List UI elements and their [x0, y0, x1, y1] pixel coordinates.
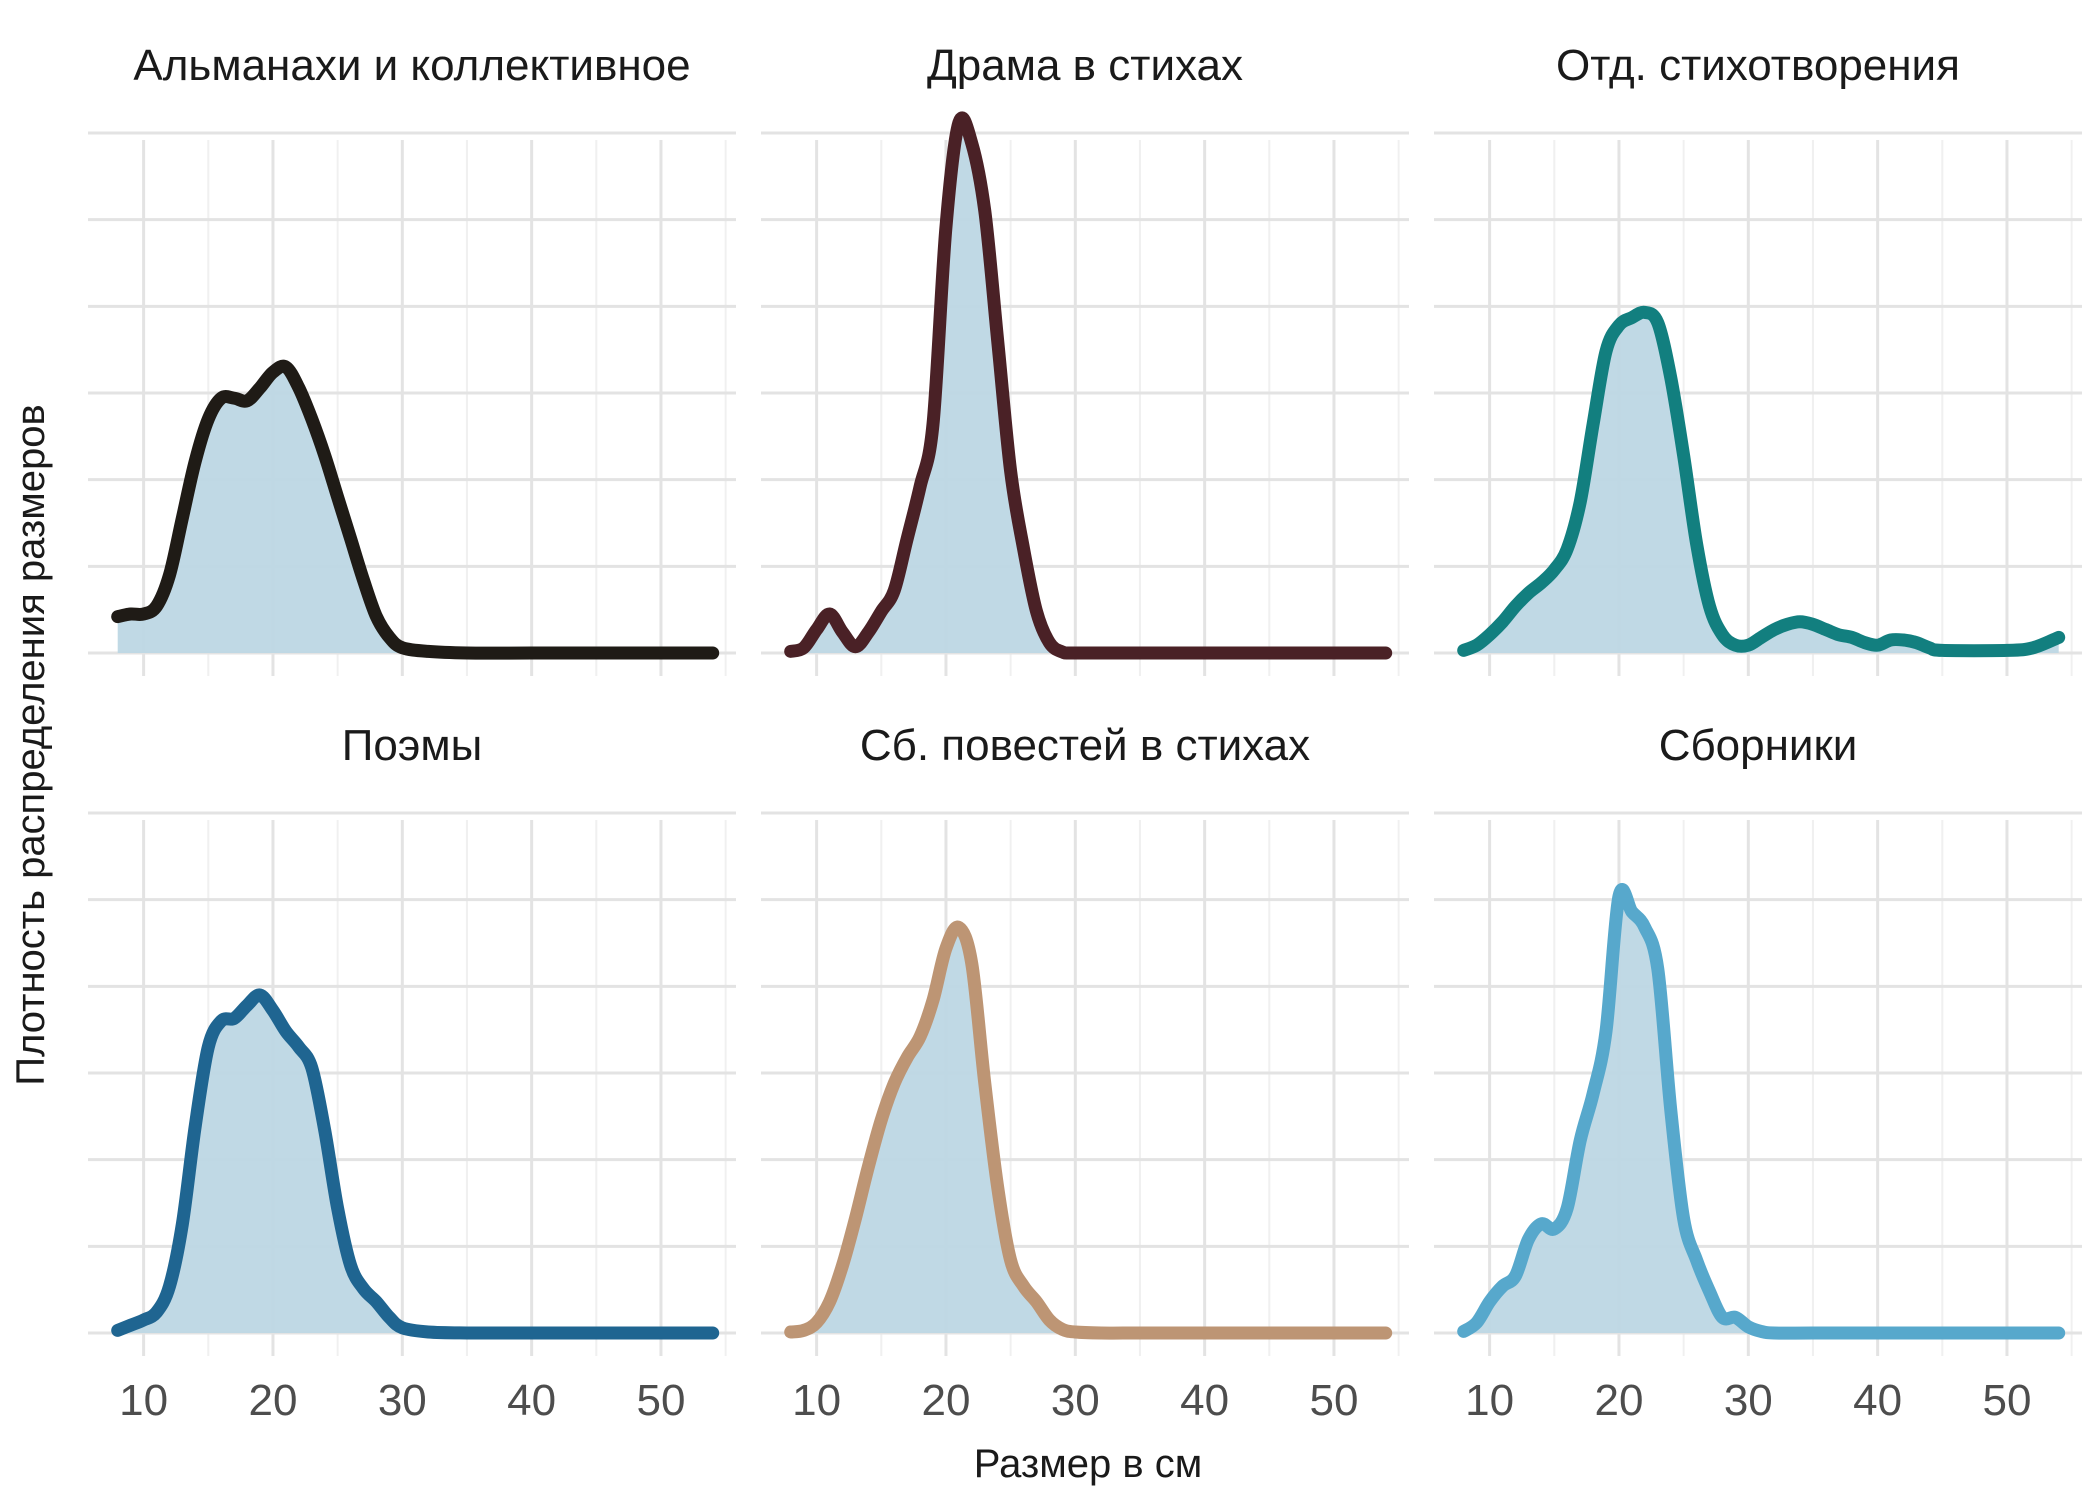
panel: Альманахи и коллективное: [88, 41, 736, 676]
x-tick-label: 40: [507, 1376, 556, 1425]
density-area: [1463, 889, 2059, 1334]
x-tick-label: 20: [1594, 1376, 1643, 1425]
x-tick-label: 20: [248, 1376, 297, 1425]
density-area: [1463, 312, 2059, 653]
x-tick-label: 40: [1180, 1376, 1229, 1425]
density-area: [790, 927, 1386, 1334]
x-tick-label: 10: [792, 1376, 841, 1425]
panel: Драма в стихах: [761, 41, 1409, 676]
density-line: [1457, 305, 2066, 658]
panel: Поэмы 10 20 30 40 50: [88, 721, 736, 1425]
x-tick-label: 30: [378, 1376, 427, 1425]
panel-title: Сб. повестей в стихах: [860, 721, 1310, 770]
panel-title: Поэмы: [342, 721, 482, 770]
panel: Сборники 10 20 30 40 50: [1434, 721, 2082, 1425]
density-line: [1457, 883, 2066, 1340]
density-area: [117, 366, 713, 654]
panel: Отд. стихотворения: [1434, 41, 2082, 676]
density-line: [111, 988, 720, 1340]
panel-title: Сборники: [1659, 721, 1858, 770]
x-tick-label: 50: [1983, 1376, 2032, 1425]
y-axis-title: Плотность распределения размеров: [9, 404, 53, 1086]
x-tick-label: 20: [921, 1376, 970, 1425]
density-line: [111, 359, 720, 660]
x-tick-label: 50: [1310, 1376, 1359, 1425]
panel-title: Отд. стихотворения: [1556, 41, 1960, 90]
panels-layer: Альманахи и коллективное Драма в стихах От…: [88, 41, 2082, 1425]
density-line: [784, 920, 1393, 1340]
density-line: [784, 111, 1393, 660]
panel-title: Драма в стихах: [927, 41, 1243, 90]
panel-title: Альманахи и коллективное: [133, 41, 690, 90]
x-tick-label: 10: [1465, 1376, 1514, 1425]
panel: Сб. повестей в стихах 10 20 30 40 50: [761, 721, 1409, 1425]
x-tick-label: 10: [119, 1376, 168, 1425]
x-tick-label: 30: [1724, 1376, 1773, 1425]
density-area: [117, 994, 713, 1334]
x-tick-label: 40: [1853, 1376, 1902, 1425]
x-tick-label: 50: [637, 1376, 686, 1425]
x-tick-label: 30: [1051, 1376, 1100, 1425]
x-axis-title: Размер в см: [974, 1442, 1202, 1486]
density-area: [790, 117, 1386, 654]
